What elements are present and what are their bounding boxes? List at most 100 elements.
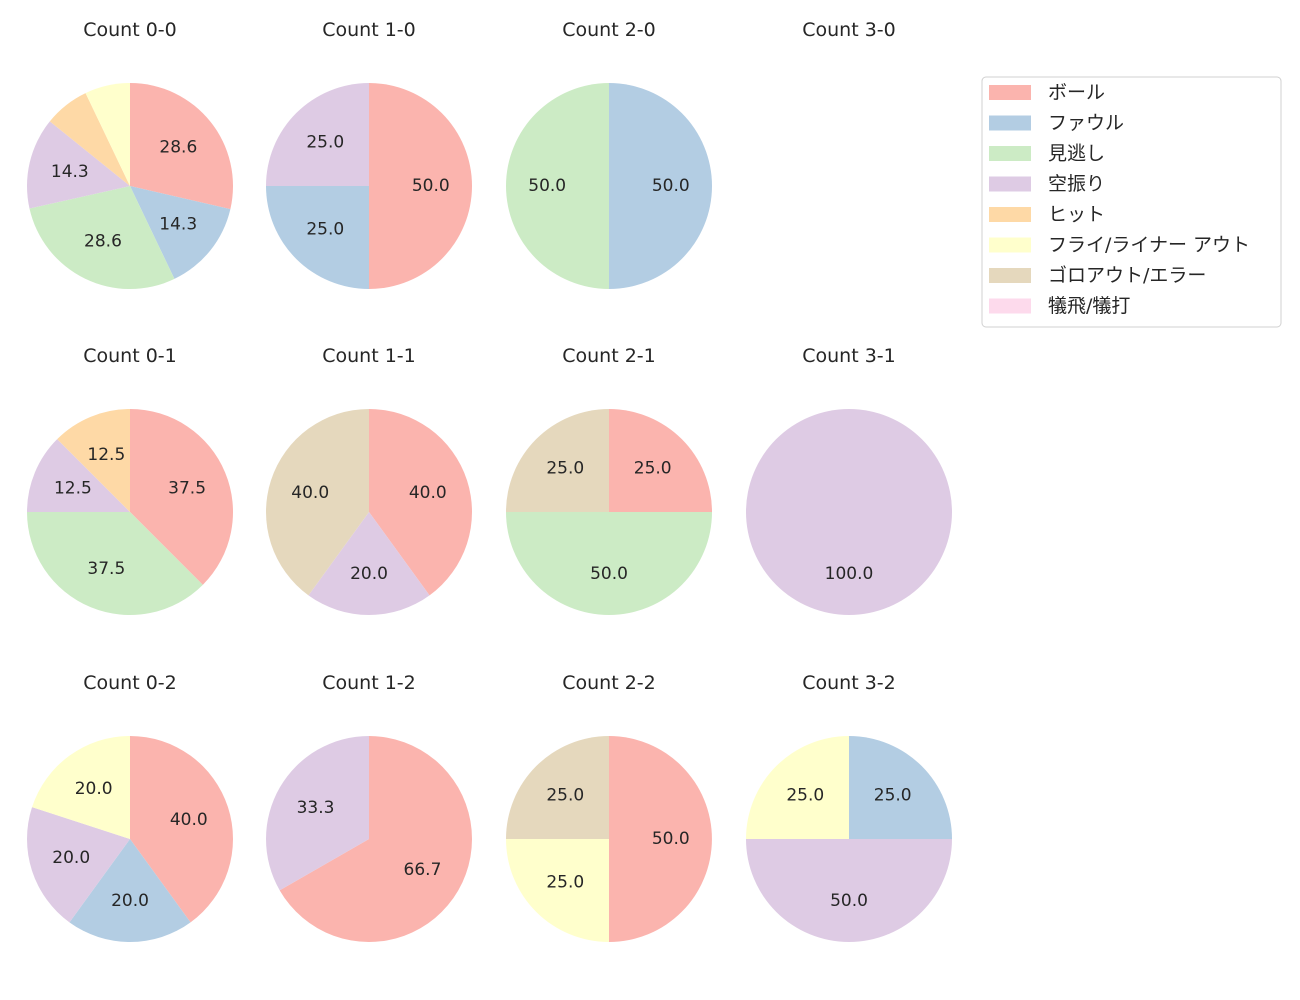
legend-swatch [989,268,1031,283]
pie-title: Count 0-2 [83,672,177,694]
slice-label: 20.0 [75,779,113,799]
pie-slice [27,439,130,512]
legend-swatch [989,176,1031,192]
pie-title: Count 3-2 [802,672,896,694]
slice-label: 40.0 [409,483,447,503]
pie-slice [57,409,131,512]
legend-label: ヒット [1048,204,1105,226]
pie-title: Count 1-0 [322,19,416,41]
pie-slice [266,83,369,186]
slice-label: 50.0 [528,176,566,196]
slice-label: 20.0 [111,891,149,911]
pie-slice [746,736,849,839]
pie-slice [69,839,191,942]
legend-swatch [989,237,1031,253]
pie-slice [506,512,712,615]
pie-count-2-1: Count 2-1 25.0 50.0 25.0 [506,345,712,615]
legend-swatch [989,207,1031,222]
slice-label: 25.0 [546,785,584,805]
legend-swatch [989,146,1031,161]
pie-count-3-2: Count 3-2 25.0 50.0 25.0 [746,672,952,942]
pie-count-1-1: Count 1-1 40.0 20.0 40.0 [266,345,472,615]
pie-count-0-0: Count 0-0 28.6 14.3 28.6 14.3 [27,19,234,289]
pie-slice [308,512,430,615]
pie-slice [506,839,609,942]
legend-label: ボール [1048,82,1105,104]
pie-slice [27,512,203,616]
pie-slice [609,736,712,942]
slice-label: 25.0 [306,132,344,152]
pie-slice [369,409,472,596]
legend-frame [981,76,1282,328]
pie-count-2-0: Count 2-0 50.0 50.0 [506,19,712,289]
pie-count-1-0: Count 1-0 50.0 25.0 25.0 [266,19,472,289]
legend-label: 犠飛/犠打 [1048,295,1130,317]
pie-slice [32,736,130,839]
pie-title: Count 3-0 [802,19,896,41]
slice-label: 50.0 [830,891,868,911]
legend-swatch [989,85,1031,100]
pie-slice [506,409,609,512]
slice-label: 25.0 [634,458,672,478]
pie-title: Count 0-1 [83,345,177,367]
pie-slice [49,93,130,186]
pie-count-1-2: Count 1-2 66.7 33.3 [266,672,473,942]
pie-slice [506,83,609,289]
slice-label: 14.3 [159,215,197,235]
legend-label: ゴロアウト/エラー [1048,265,1206,287]
slice-label: 33.3 [297,798,335,818]
pie-count-0-2: Count 0-2 40.0 20.0 20.0 20.0 [26,672,233,942]
pie-slice [746,839,952,942]
slice-label: 28.6 [84,232,122,252]
pie-slice [609,83,712,289]
pie-slice [609,409,712,512]
pie-slice [506,736,609,839]
pie-slice [29,186,175,289]
slice-label: 28.6 [159,138,197,158]
slice-label: 37.5 [87,559,125,579]
pie-count-3-1: Count 3-1 100.0 [746,345,952,615]
legend-label: 空振り [1048,173,1105,195]
pie-slice [85,83,130,186]
pie-slice [279,736,473,942]
pie-slice [746,409,952,615]
slice-label: 25.0 [786,785,824,805]
slice-label: 20.0 [350,564,388,584]
pie-slice [130,736,233,923]
pie-count-2-2: Count 2-2 50.0 25.0 25.0 [506,672,712,942]
pie-title: Count 0-0 [83,19,177,41]
slice-label: 66.7 [404,860,442,880]
slice-label: 25.0 [546,458,584,478]
slice-label: 20.0 [52,848,90,868]
pie-title: Count 2-2 [562,672,656,694]
slice-label: 50.0 [590,564,628,584]
legend-label: 見逃し [1048,143,1105,165]
slice-label: 40.0 [291,483,329,503]
pie-slice [369,83,472,289]
slice-label: 40.0 [170,810,208,830]
pie-slice [266,409,369,596]
slice-label: 50.0 [412,176,450,196]
slice-label: 50.0 [652,176,690,196]
slice-label: 37.5 [168,478,206,498]
legend-swatch [989,115,1031,131]
pie-slice [266,736,369,891]
slice-label: 25.0 [874,785,912,805]
pie-slice [130,83,234,210]
legend-swatch [989,298,1031,314]
pie-title: Count 1-1 [322,345,416,367]
slice-label: 14.3 [51,162,89,182]
pie-slice [26,807,131,923]
slice-label: 25.0 [546,873,584,893]
slice-label: 50.0 [652,829,690,849]
legend-label: フライ/ライナー アウト [1048,234,1250,256]
slice-label: 100.0 [825,564,874,584]
pie-title: Count 1-2 [322,672,416,694]
pie-slice [130,186,231,279]
pie-slice [849,736,952,839]
pie-count-0-1: Count 0-1 37.5 37.5 12.5 12.5 [27,345,233,616]
slice-label: 12.5 [87,445,125,465]
pie-title: Count 2-1 [562,345,656,367]
